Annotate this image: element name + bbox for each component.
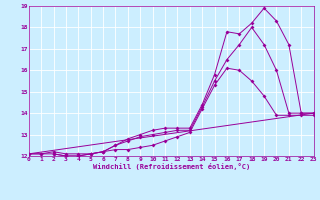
X-axis label: Windchill (Refroidissement éolien,°C): Windchill (Refroidissement éolien,°C): [92, 163, 250, 170]
